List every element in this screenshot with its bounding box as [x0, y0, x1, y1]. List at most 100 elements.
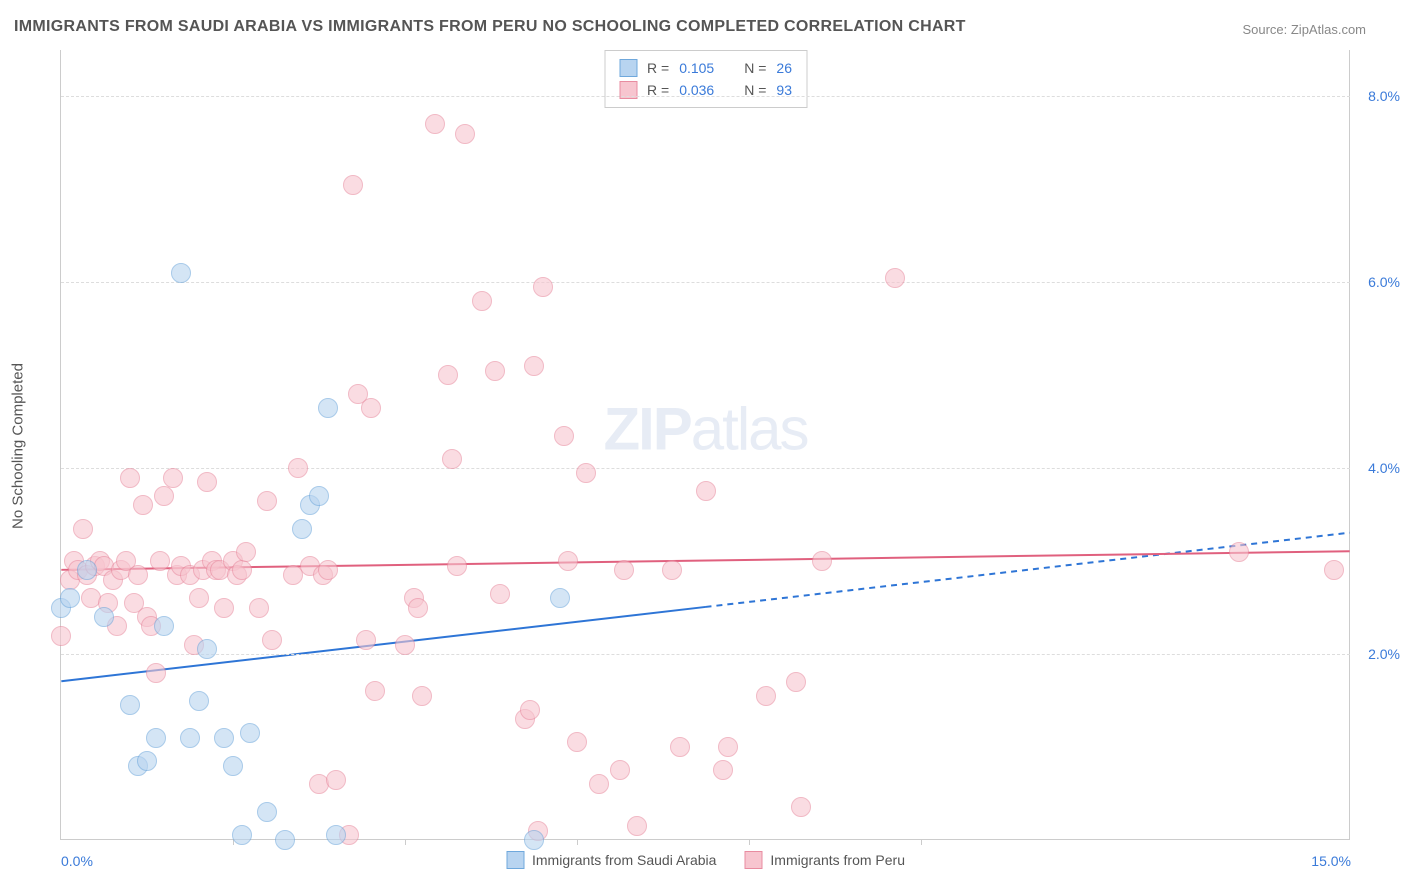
- scatter-point: [120, 468, 140, 488]
- y-tick-label: 6.0%: [1352, 274, 1400, 290]
- legend-item-peru: Immigrants from Peru: [744, 851, 905, 869]
- scatter-point: [455, 124, 475, 144]
- scatter-point: [171, 263, 191, 283]
- x-tick-mark: [577, 839, 578, 845]
- scatter-point: [412, 686, 432, 706]
- chart-container: IMMIGRANTS FROM SAUDI ARABIA VS IMMIGRAN…: [0, 0, 1406, 892]
- scatter-point: [447, 556, 467, 576]
- scatter-point: [533, 277, 553, 297]
- scatter-point: [232, 825, 252, 845]
- trend-lines: [61, 50, 1350, 839]
- scatter-point: [120, 695, 140, 715]
- scatter-point: [51, 626, 71, 646]
- scatter-point: [524, 830, 544, 850]
- scatter-point: [292, 519, 312, 539]
- r-value-saudi: 0.105: [679, 57, 714, 79]
- scatter-point: [343, 175, 363, 195]
- scatter-point: [550, 588, 570, 608]
- legend-label-peru: Immigrants from Peru: [770, 852, 905, 868]
- scatter-point: [262, 630, 282, 650]
- scatter-point: [662, 560, 682, 580]
- scatter-point: [442, 449, 462, 469]
- x-tick-mark: [749, 839, 750, 845]
- scatter-point: [610, 760, 630, 780]
- y-tick-label: 4.0%: [1352, 460, 1400, 476]
- scatter-point: [236, 542, 256, 562]
- r-value-peru: 0.036: [679, 79, 714, 101]
- r-label: R =: [647, 79, 669, 101]
- chart-title: IMMIGRANTS FROM SAUDI ARABIA VS IMMIGRAN…: [14, 18, 966, 36]
- scatter-point: [524, 356, 544, 376]
- n-value-peru: 93: [776, 79, 792, 101]
- scatter-point: [128, 565, 148, 585]
- scatter-point: [133, 495, 153, 515]
- scatter-point: [318, 560, 338, 580]
- scatter-point: [365, 681, 385, 701]
- n-value-saudi: 26: [776, 57, 792, 79]
- n-label: N =: [744, 79, 766, 101]
- scatter-point: [240, 723, 260, 743]
- scatter-point: [214, 728, 234, 748]
- scatter-point: [812, 551, 832, 571]
- scatter-point: [670, 737, 690, 757]
- scatter-point: [326, 770, 346, 790]
- y-tick-label: 8.0%: [1352, 88, 1400, 104]
- scatter-point: [154, 616, 174, 636]
- scatter-point: [257, 491, 277, 511]
- scatter-point: [60, 588, 80, 608]
- scatter-point: [309, 486, 329, 506]
- scatter-point: [275, 830, 295, 850]
- scatter-point: [154, 486, 174, 506]
- scatter-point: [558, 551, 578, 571]
- scatter-point: [257, 802, 277, 822]
- legend-correlation: R = 0.105 N = 26 R = 0.036 N = 93: [604, 50, 807, 108]
- gridline-h: [61, 96, 1350, 97]
- scatter-point: [189, 691, 209, 711]
- legend-series: Immigrants from Saudi Arabia Immigrants …: [506, 851, 905, 869]
- scatter-point: [885, 268, 905, 288]
- scatter-point: [554, 426, 574, 446]
- scatter-point: [472, 291, 492, 311]
- scatter-point: [438, 365, 458, 385]
- legend-label-saudi: Immigrants from Saudi Arabia: [532, 852, 716, 868]
- scatter-point: [425, 114, 445, 134]
- scatter-point: [589, 774, 609, 794]
- scatter-point: [576, 463, 596, 483]
- n-label: N =: [744, 57, 766, 79]
- scatter-point: [223, 756, 243, 776]
- gridline-h: [61, 282, 1350, 283]
- x-tick-label: 0.0%: [61, 853, 93, 869]
- x-tick-mark: [405, 839, 406, 845]
- scatter-point: [485, 361, 505, 381]
- scatter-point: [163, 468, 183, 488]
- x-tick-mark: [921, 839, 922, 845]
- swatch-saudi: [619, 59, 637, 77]
- scatter-point: [73, 519, 93, 539]
- scatter-point: [137, 751, 157, 771]
- scatter-point: [146, 728, 166, 748]
- scatter-point: [1324, 560, 1344, 580]
- scatter-point: [318, 398, 338, 418]
- plot-area: ZIPatlas R = 0.105 N = 26 R = 0.036 N = …: [60, 50, 1350, 840]
- scatter-point: [520, 700, 540, 720]
- scatter-point: [718, 737, 738, 757]
- scatter-point: [146, 663, 166, 683]
- scatter-point: [490, 584, 510, 604]
- swatch-peru-icon: [744, 851, 762, 869]
- source-label: Source: ZipAtlas.com: [1242, 22, 1366, 37]
- scatter-point: [150, 551, 170, 571]
- scatter-point: [232, 560, 252, 580]
- gridline-h: [61, 468, 1350, 469]
- swatch-saudi-icon: [506, 851, 524, 869]
- scatter-point: [1229, 542, 1249, 562]
- y-axis-title: No Schooling Completed: [10, 363, 27, 529]
- legend-row-peru: R = 0.036 N = 93: [619, 79, 792, 101]
- legend-item-saudi: Immigrants from Saudi Arabia: [506, 851, 716, 869]
- scatter-point: [288, 458, 308, 478]
- scatter-point: [214, 598, 234, 618]
- scatter-point: [713, 760, 733, 780]
- scatter-point: [180, 728, 200, 748]
- x-tick-label: 15.0%: [1311, 853, 1351, 869]
- legend-row-saudi: R = 0.105 N = 26: [619, 57, 792, 79]
- scatter-point: [567, 732, 587, 752]
